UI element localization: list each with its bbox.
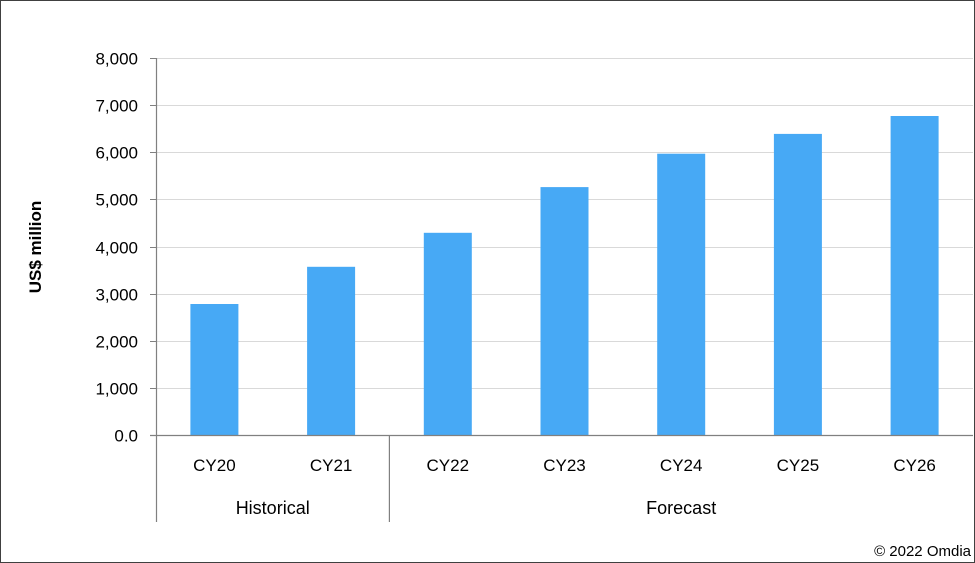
x-group-labels: Historical Forecast — [236, 498, 717, 518]
copyright-note: © 2022 Omdia — [874, 543, 971, 560]
x-group-label-forecast: Forecast — [646, 498, 716, 518]
y-tick-label: 7,000 — [95, 97, 138, 116]
x-category-label: CY25 — [777, 456, 820, 475]
y-axis-title: US$ million — [26, 201, 45, 294]
x-category-labels: CY20 CY21 CY22 CY23 CY24 CY25 CY26 — [193, 456, 936, 475]
x-category-label: CY26 — [893, 456, 936, 475]
y-tick-label: 6,000 — [95, 144, 138, 163]
bar-cy21 — [307, 266, 356, 435]
bar-cy23 — [540, 187, 589, 435]
y-tick-labels: 0.0 1,000 2,000 3,000 4,000 5,000 6,000 7,000 8,… — [95, 50, 138, 446]
bars — [190, 116, 939, 435]
bar-cy22 — [423, 232, 472, 435]
bar-cy26 — [890, 116, 939, 435]
x-category-label: CY22 — [427, 456, 470, 475]
y-tick-label: 0.0 — [114, 427, 138, 446]
y-tick-label: 8,000 — [95, 50, 138, 69]
x-category-label: CY23 — [543, 456, 586, 475]
y-tick-label: 5,000 — [95, 191, 138, 210]
y-tick-label: 4,000 — [95, 239, 138, 258]
y-tick-label: 3,000 — [95, 286, 138, 305]
bar-cy25 — [773, 133, 822, 435]
x-category-label: CY20 — [193, 456, 236, 475]
bar-cy20 — [190, 304, 239, 435]
x-category-label: CY21 — [310, 456, 353, 475]
x-category-label: CY24 — [660, 456, 703, 475]
y-tick-label: 1,000 — [95, 380, 138, 399]
y-tick-label: 2,000 — [95, 333, 138, 352]
x-group-label-historical: Historical — [236, 498, 310, 518]
bar-cy24 — [657, 153, 706, 435]
